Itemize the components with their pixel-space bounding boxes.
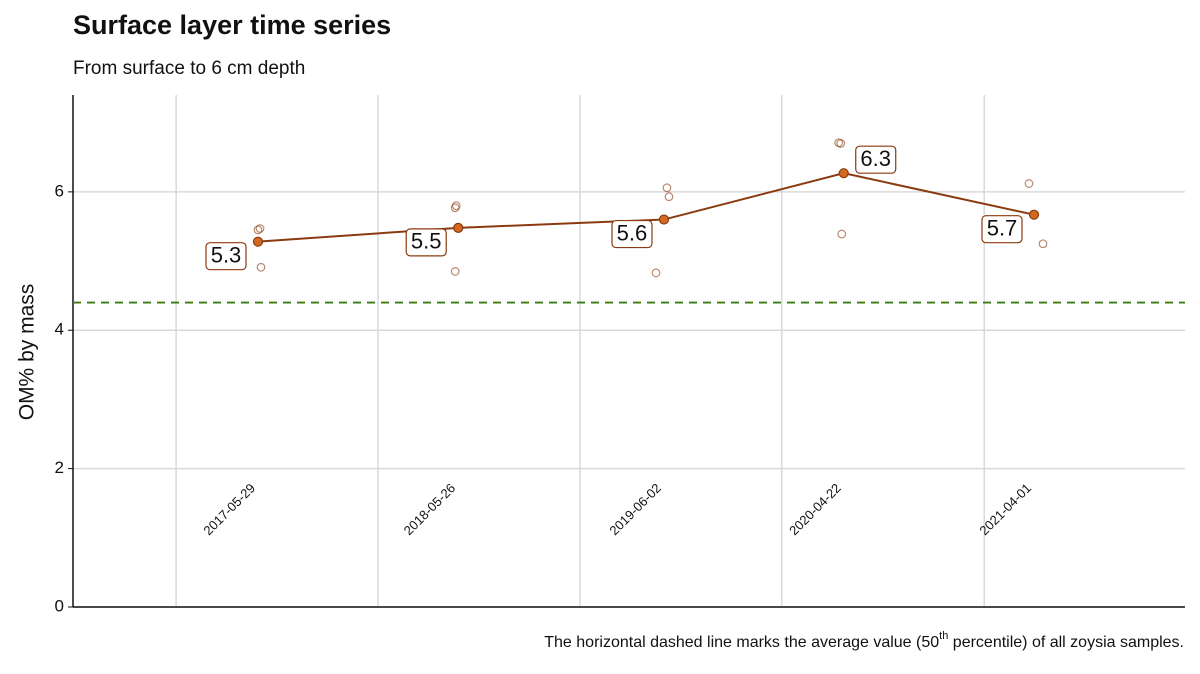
caption-text: The horizontal dashed line marks the ave…: [544, 634, 939, 651]
value-label: 6.3: [860, 146, 891, 171]
value-label-box: [611, 219, 653, 249]
x-tick-label: 2017-05-29: [200, 480, 258, 538]
sample-point: [837, 229, 847, 239]
y-axis-title: OM% by mass: [16, 284, 39, 421]
mean-point: [658, 214, 670, 225]
sample-point: [450, 203, 460, 213]
mean-point: [1028, 209, 1040, 220]
value-label: 5.3: [211, 242, 242, 267]
y-tick-label: 2: [55, 458, 64, 477]
x-tick-label: 2019-06-02: [606, 480, 664, 538]
caption-text: percentile) of all zoysia samples.: [948, 634, 1184, 651]
sample-point: [1038, 239, 1048, 249]
sample-point: [256, 262, 266, 272]
caption: The horizontal dashed line marks the ave…: [544, 630, 1184, 651]
mean-point: [838, 168, 849, 179]
value-label: 5.7: [987, 216, 1018, 241]
x-tick-label: 2021-04-01: [976, 480, 1034, 538]
sample-point: [664, 192, 674, 202]
value-label-box: [981, 215, 1023, 244]
sample-point: [255, 224, 265, 233]
value-label: 5.5: [411, 229, 442, 254]
value-label-box: [205, 242, 247, 271]
sample-point: [662, 183, 672, 193]
sample-point: [1024, 179, 1034, 188]
mean-point: [252, 236, 264, 247]
value-label-box: [405, 228, 447, 257]
sample-point: [651, 268, 661, 278]
sample-point: [253, 225, 263, 235]
sample-point: [834, 138, 844, 148]
mean-point: [453, 222, 464, 233]
x-tick-label: 2020-04-22: [786, 480, 844, 538]
chart-title: Surface layer time series: [73, 10, 391, 40]
chart-subtitle: From surface to 6 cm depth: [73, 58, 305, 79]
y-tick-label: 4: [55, 320, 64, 339]
value-label-box: [855, 145, 897, 174]
sample-point: [450, 267, 460, 276]
y-tick-label: 0: [55, 596, 64, 615]
value-label: 5.6: [617, 220, 648, 245]
x-tick-label: 2018-05-26: [401, 480, 459, 538]
y-tick-label: 6: [55, 181, 64, 200]
caption-superscript: th: [939, 630, 948, 642]
plot-area: 0 2 4 6 2017-05-29 2018-05-26 2019-06-02 2020-0…: [55, 95, 1185, 615]
